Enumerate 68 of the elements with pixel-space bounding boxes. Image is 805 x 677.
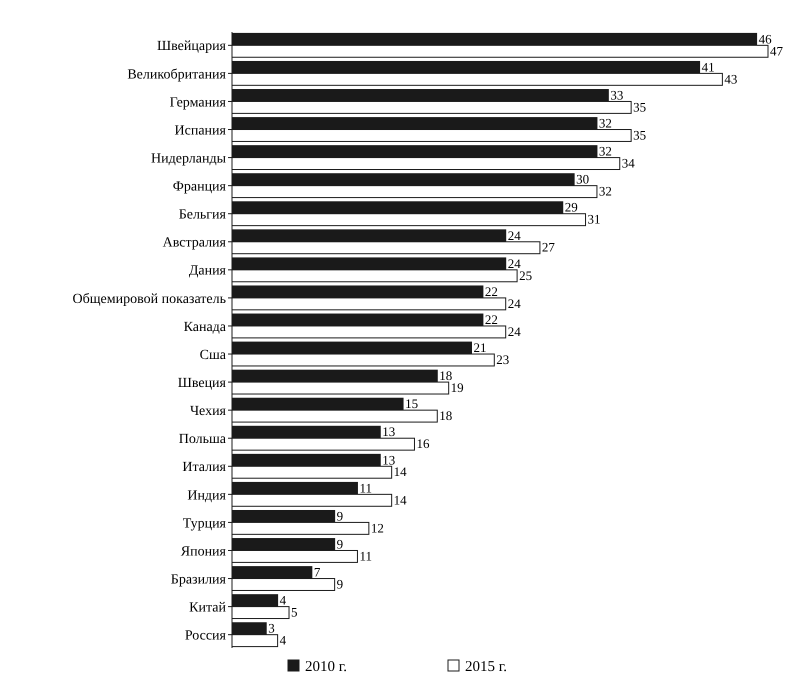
y-tick-label: Индия — [187, 488, 227, 504]
data-label: 32 — [598, 116, 612, 131]
data-label: 47 — [770, 43, 784, 58]
y-tick-label: Польша — [178, 432, 227, 448]
data-label: 24 — [508, 228, 522, 243]
data-label: 9 — [336, 576, 344, 592]
data-label: 35 — [633, 127, 646, 142]
data-label: 32 — [598, 184, 612, 199]
data-label: 13 — [382, 424, 396, 440]
data-label: 43 — [724, 71, 738, 86]
data-label: 4 — [280, 632, 287, 648]
y-tick-label: Общемировой показатель — [72, 292, 226, 307]
data-label: 13 — [382, 452, 396, 468]
y-tick-label: Чехия — [190, 404, 227, 420]
data-label: 14 — [394, 464, 408, 480]
data-label: 27 — [542, 240, 556, 255]
y-tick-label: Швейцария — [157, 39, 227, 54]
data-label: 33 — [610, 87, 624, 102]
data-label: 9 — [336, 508, 344, 524]
legend-label: 2010 г. — [305, 659, 347, 675]
data-label: 12 — [370, 520, 384, 536]
y-tick-label: Дания — [188, 264, 227, 279]
data-label: 9 — [336, 536, 344, 552]
y-tick-label: Бразилия — [170, 572, 227, 588]
data-label: 22 — [484, 312, 498, 327]
data-label: 11 — [359, 548, 372, 564]
data-label: 41 — [702, 59, 715, 74]
data-label: 35 — [633, 99, 646, 114]
data-label: 18 — [439, 408, 452, 424]
data-label: 32 — [598, 144, 612, 159]
y-tick-label: Италия — [182, 460, 227, 476]
y-tick-label: Канада — [184, 320, 227, 335]
data-label: 21 — [473, 340, 486, 356]
data-label: 30 — [576, 172, 590, 187]
y-tick-label: Турция — [182, 516, 227, 532]
y-tick-label: Франция — [172, 180, 227, 195]
y-tick-label: Сша — [200, 348, 227, 363]
data-label: 24 — [508, 296, 522, 311]
data-label: 14 — [394, 492, 408, 508]
data-label: 25 — [519, 268, 532, 283]
y-tick-label: Великобритания — [127, 67, 227, 82]
data-label: 24 — [508, 324, 522, 339]
y-tick-label: Испания — [174, 123, 227, 138]
y-tick-label: Швеция — [178, 376, 227, 391]
data-label: 23 — [496, 352, 510, 367]
data-label: 15 — [405, 396, 418, 412]
legend-label: 2015 г. — [465, 659, 507, 675]
data-label: 46 — [758, 31, 772, 46]
y-tick-label: Бельгия — [178, 208, 227, 223]
data-label: 18 — [439, 368, 452, 384]
data-label: 11 — [359, 480, 372, 496]
data-label: 34 — [622, 156, 636, 171]
y-tick-label: Германия — [170, 95, 227, 110]
data-label: 16 — [416, 436, 430, 452]
y-tick-label: Китай — [189, 600, 227, 616]
y-tick-label: Нидерланды — [151, 151, 227, 166]
data-label: 7 — [314, 564, 321, 580]
data-label: 5 — [291, 604, 298, 620]
data-label: 24 — [508, 256, 522, 271]
data-label: 22 — [484, 284, 498, 299]
y-tick-label: Австралия — [162, 236, 227, 251]
data-label: 19 — [450, 380, 464, 396]
data-label: 3 — [268, 620, 275, 636]
data-label: 31 — [588, 212, 601, 227]
y-tick-label: Россия — [184, 628, 227, 644]
y-tick-label: Япония — [180, 544, 227, 560]
data-label: 29 — [564, 200, 578, 215]
data-label: 4 — [280, 592, 287, 608]
